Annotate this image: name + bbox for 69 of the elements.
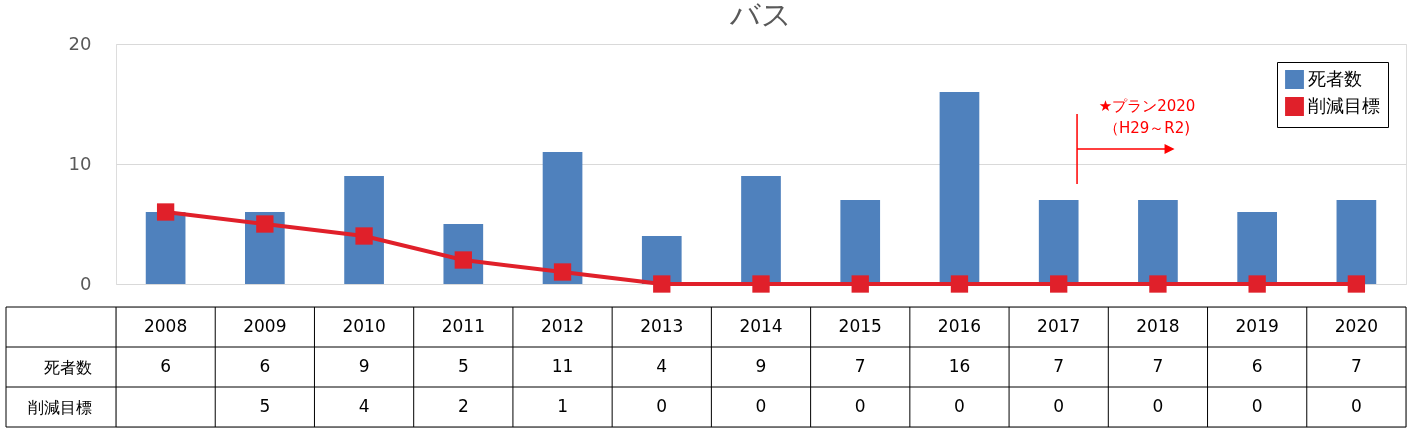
y-tick-label: 0	[80, 272, 92, 294]
point	[950, 275, 969, 293]
legend-label: 削減目標	[1308, 94, 1380, 116]
annotation: ★プラン2020 （H29～R2)	[1098, 97, 1196, 137]
point	[156, 203, 175, 221]
data-label: 0	[954, 396, 965, 416]
y-tick-label: 10	[68, 152, 92, 174]
x-tick-label: 2010	[342, 316, 386, 336]
bar	[939, 92, 980, 284]
data-label: 0	[1152, 396, 1164, 416]
point	[256, 215, 274, 233]
data-label: 6	[259, 356, 271, 376]
bar	[344, 176, 384, 284]
x-tick-label: 2018	[1136, 316, 1180, 336]
data-label: 4	[656, 356, 668, 376]
data-label: 7	[1053, 356, 1065, 376]
point	[1149, 275, 1167, 293]
bar	[1336, 200, 1377, 284]
point	[653, 275, 671, 293]
x-tick-label: 2014	[739, 316, 783, 336]
text: 削減目標	[27, 397, 92, 417]
point	[851, 275, 869, 293]
x-tick-label: 2020	[1334, 316, 1379, 336]
x-tick-label: 2009	[243, 316, 287, 336]
data-label: 6	[160, 356, 172, 376]
data-label: 11	[551, 356, 574, 376]
data-label: 4	[358, 396, 370, 416]
data-label: 16	[948, 356, 971, 376]
x-tick-label: 2015	[838, 316, 882, 336]
x-tick-label: 2011	[441, 316, 485, 336]
bar	[1237, 212, 1277, 284]
legend-label: 死者数	[1308, 67, 1362, 89]
data-label: 5	[259, 396, 271, 416]
data-label: 1	[557, 396, 568, 416]
text: 死者数	[43, 357, 92, 377]
data-label: 6	[1251, 356, 1263, 376]
data-label: 0	[755, 396, 767, 416]
bar	[741, 176, 781, 284]
data-label: 7	[854, 356, 866, 376]
point	[1248, 275, 1266, 293]
data-label: 9	[755, 356, 767, 376]
x-tick-label: 2013	[640, 316, 684, 336]
point	[1347, 275, 1366, 293]
point	[1050, 275, 1068, 293]
x-tick-label: 2012	[540, 316, 585, 336]
data-label: 7	[1152, 356, 1164, 376]
data-label: 5	[457, 356, 469, 376]
bar	[145, 212, 186, 284]
data-label: 0	[1053, 396, 1065, 416]
data-label: 0	[656, 396, 668, 416]
bar	[542, 152, 583, 284]
point	[553, 263, 572, 281]
y-tick-label: 20	[68, 32, 92, 54]
data-label: 0	[1251, 396, 1263, 416]
x-tick-label: 2019	[1235, 316, 1279, 336]
x-tick-label: 2016	[937, 316, 982, 336]
data-label: 7	[1350, 356, 1362, 376]
chart-title: バス	[729, 0, 792, 32]
data-label: 0	[854, 396, 866, 416]
data-label: 0	[1350, 396, 1362, 416]
point	[355, 227, 373, 245]
x-tick-label: 2017	[1037, 316, 1081, 336]
data-label: 2	[457, 396, 469, 416]
bar	[840, 200, 881, 284]
data-label: 9	[358, 356, 370, 376]
x-tick-label: 2008	[143, 316, 188, 336]
bar	[1138, 200, 1178, 284]
point	[752, 275, 770, 293]
bar	[1038, 200, 1079, 284]
